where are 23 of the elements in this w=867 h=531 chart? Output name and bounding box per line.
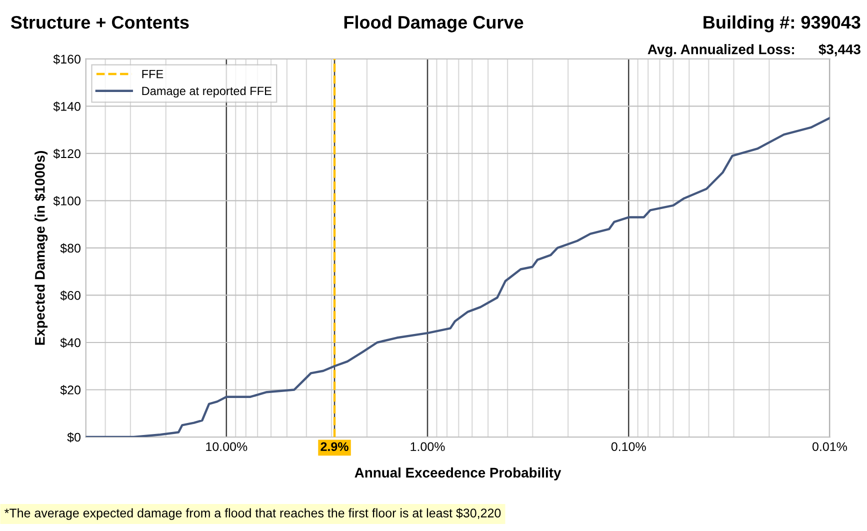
y-tick-label: $100 — [53, 196, 80, 206]
x-tick-label: 2.9% — [320, 442, 348, 452]
text: *The average expected damage from a flood that reaches the first floor is at least $30,220 — [4, 508, 501, 520]
x-tick-label: 0.01% — [812, 442, 847, 452]
y-axis-title: Expected Damage (in $1000s) — [34, 151, 48, 345]
y-tick-label: $40 — [60, 338, 80, 348]
y-tick-label: $140 — [53, 101, 80, 112]
x-tick-label: 0.10% — [611, 442, 646, 452]
text: Structure + Contents — [10, 16, 189, 29]
y-tick-label: $80 — [60, 243, 80, 254]
text: Building #: 939043 — [704, 15, 860, 32]
legend-label: FFE — [142, 70, 164, 78]
y-tick-label: $20 — [60, 385, 80, 396]
text: Avg. Annualized Loss: $3,443 — [648, 44, 860, 58]
y-tick-label: $160 — [53, 54, 80, 64]
x-tick-label: 10.00% — [206, 442, 248, 452]
y-tick-label: $120 — [53, 148, 80, 159]
chart-title: Flood Damage Curve — [344, 15, 524, 32]
y-tick-label: $60 — [60, 290, 80, 301]
x-tick-label: 1.00% — [410, 442, 445, 452]
legend-label: Damage at reported FFE — [142, 86, 272, 98]
y-tick-label: $0 — [67, 432, 80, 442]
x-axis-title: Annual Exceedence Probability — [354, 467, 562, 480]
